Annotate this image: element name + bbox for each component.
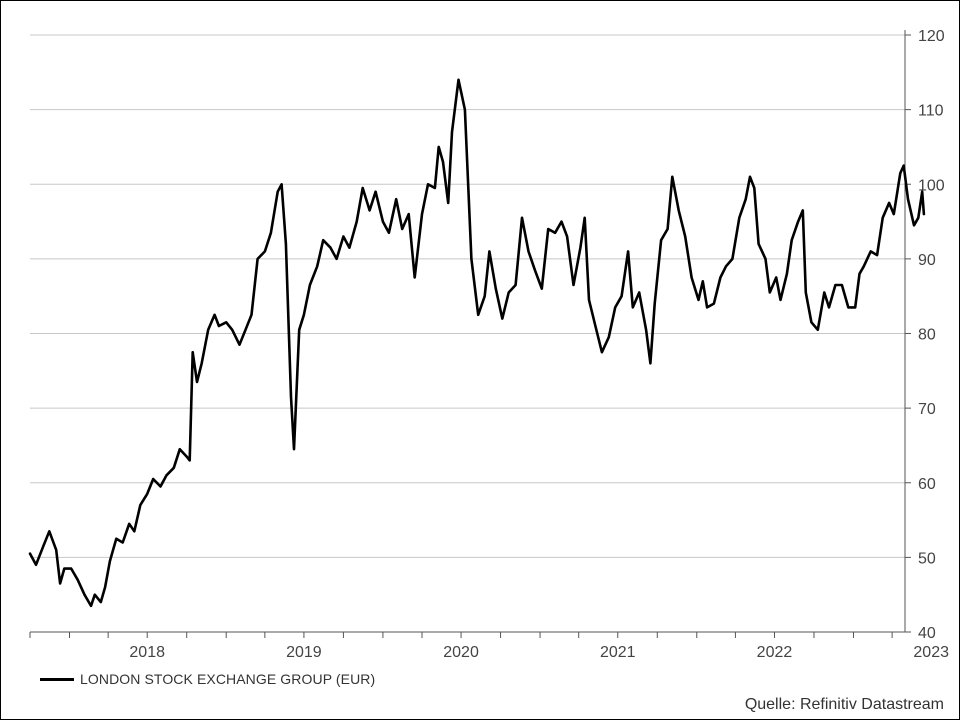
legend-line-swatch — [40, 677, 74, 681]
y-tick-label: 110 — [918, 103, 944, 120]
x-axis-ticks: 2018 2019 2020 2021 2022 2023 — [29, 632, 949, 661]
x-tick-label: 2020 — [443, 644, 479, 661]
x-tick-label: 2021 — [600, 644, 636, 661]
y-tick-label: 70 — [918, 401, 936, 418]
x-tick-label: 2019 — [286, 644, 322, 661]
y-tick-label: 120 — [918, 28, 945, 45]
legend-label: LONDON STOCK EXCHANGE GROUP (EUR) — [80, 671, 376, 687]
y-tick-label: 100 — [918, 177, 945, 194]
y-tick-label: 80 — [918, 327, 936, 344]
y-tick-label: 40 — [918, 625, 936, 642]
x-tick-label: 2023 — [913, 644, 949, 661]
x-tick-label: 2022 — [757, 644, 793, 661]
axes — [30, 30, 906, 633]
series-layer — [28, 78, 926, 608]
y-tick-label: 90 — [918, 252, 936, 269]
grid-lines — [30, 34, 905, 558]
y-tick-label: 60 — [918, 476, 936, 493]
y-tick-label: 50 — [918, 550, 936, 567]
y-axis-ticks: 40 50 60 70 80 90 100 110 120 — [905, 28, 945, 642]
series-line — [28, 78, 926, 608]
legend: LONDON STOCK EXCHANGE GROUP (EUR) — [40, 670, 375, 688]
source-credit: Quelle: Refinitiv Datastream — [744, 696, 944, 713]
x-tick-label: 2018 — [129, 644, 165, 661]
